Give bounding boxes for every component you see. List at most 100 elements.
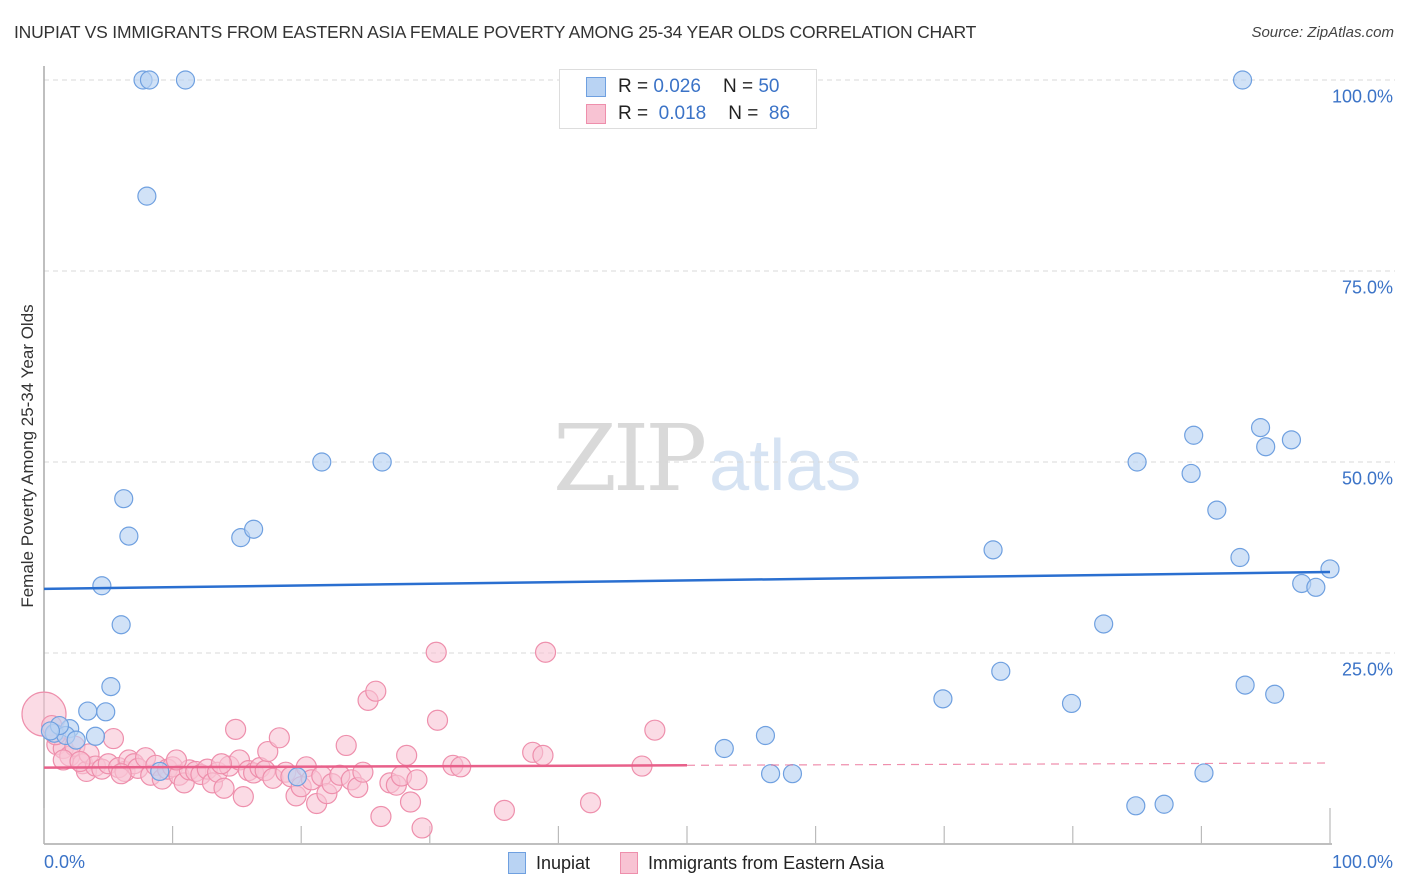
- inupiat-point: [1126, 796, 1146, 816]
- legend-row-inupiat: R = 0.026 N = 50: [586, 76, 779, 98]
- inupiat-point: [175, 70, 196, 90]
- inupiat-swatch: [508, 852, 526, 874]
- inupiat-point: [1306, 577, 1326, 597]
- immigrants-point: [268, 727, 290, 749]
- inupiat-points: [40, 70, 1340, 816]
- immigrants-point: [210, 753, 233, 775]
- immigrants-point: [399, 791, 422, 813]
- y-tick-100: 100.0%: [1331, 86, 1393, 107]
- immigrants-point: [579, 792, 602, 814]
- inupiat-point: [1181, 463, 1201, 484]
- immigrants-point: [257, 740, 279, 763]
- immigrants-swatch: [586, 104, 606, 124]
- immigrants-point: [102, 727, 125, 750]
- inupiat-point: [991, 661, 1011, 681]
- immigrants-points: [21, 641, 666, 839]
- immigrants-point: [426, 709, 449, 731]
- legend-label: Immigrants from Eastern Asia: [648, 852, 885, 873]
- legend-item-immigrants[interactable]: Immigrants from Eastern Asia: [620, 852, 884, 874]
- inupiat-point: [312, 452, 332, 472]
- inupiat-point: [1256, 437, 1276, 457]
- chart-title: INUPIAT VS IMMIGRANTS FROM EASTERN ASIA …: [14, 22, 977, 42]
- immigrants-point: [534, 641, 557, 663]
- r-value: 0.018: [658, 103, 707, 124]
- inupiat-point: [78, 701, 98, 721]
- immigrants-point: [213, 777, 235, 799]
- inupiat-point: [150, 761, 170, 782]
- immigrants-point: [396, 744, 418, 766]
- immigrants-swatch: [620, 852, 639, 874]
- x-tick-0: 0.0%: [44, 852, 86, 872]
- inupiat-point: [287, 767, 307, 787]
- inupiat-point: [85, 726, 106, 746]
- inupiat-point: [933, 689, 953, 709]
- inupiat-point: [137, 186, 157, 206]
- inupiat-point: [1061, 693, 1082, 714]
- n-label: N =: [728, 103, 759, 124]
- y-tick-75: 75.0%: [1341, 277, 1393, 298]
- inupiat-trend-line: [43, 570, 1331, 591]
- inupiat-point: [983, 540, 1003, 560]
- inupiat-point: [760, 764, 781, 784]
- watermark-zip: ZIP: [553, 405, 707, 512]
- series-legend: Inupiat Immigrants from Eastern Asia: [508, 852, 914, 874]
- inupiat-point: [1154, 794, 1174, 814]
- inupiat-point: [1281, 430, 1302, 450]
- inupiat-point: [1184, 425, 1204, 445]
- inupiat-point: [1207, 500, 1227, 520]
- inupiat-point: [1235, 675, 1255, 695]
- y-tick-50: 50.0%: [1341, 468, 1393, 489]
- immigrants-point: [532, 744, 554, 766]
- r-label: R =: [618, 103, 649, 124]
- y-axis-label: Female Poverty Among 25-34 Year Olds: [18, 304, 37, 608]
- immigrants-point: [232, 786, 254, 808]
- inupiat-point: [1250, 418, 1271, 438]
- n-value: 50: [758, 76, 780, 97]
- immigrants-point: [425, 641, 447, 663]
- immigrants-point: [411, 817, 433, 839]
- inupiat-point: [114, 489, 134, 509]
- immigrants-point: [644, 719, 666, 741]
- legend-item-inupiat[interactable]: Inupiat: [508, 852, 590, 874]
- inupiat-point: [96, 702, 116, 722]
- inupiat-point: [1232, 70, 1253, 90]
- watermark-atlas: atlas: [709, 426, 862, 506]
- inupiat-swatch: [586, 77, 606, 97]
- immigrants-point: [493, 799, 515, 821]
- trend-lines: [43, 570, 1331, 769]
- immigrants-point: [352, 761, 374, 783]
- inupiat-point: [40, 721, 61, 741]
- r-value: 0.026: [653, 76, 701, 97]
- immigrants-point: [370, 805, 392, 828]
- r-label: R =: [618, 76, 649, 97]
- immigrants-trend-extension: [686, 762, 1331, 766]
- immigrants-point: [365, 680, 387, 702]
- inupiat-point: [1194, 763, 1214, 783]
- inupiat-point: [101, 677, 121, 697]
- inupiat-point: [1265, 684, 1285, 704]
- immigrants-point: [165, 749, 188, 771]
- zipatlas-watermark: ZIPatlas: [553, 405, 861, 512]
- inupiat-point: [782, 764, 803, 784]
- inupiat-point: [92, 576, 112, 596]
- inupiat-point: [1127, 452, 1147, 472]
- y-tick-25: 25.0%: [1341, 659, 1393, 680]
- immigrants-point: [406, 769, 428, 791]
- inupiat-point: [139, 70, 160, 90]
- inupiat-point: [111, 615, 131, 635]
- inupiat-point: [372, 452, 392, 472]
- inupiat-point: [66, 730, 86, 750]
- n-value: 86: [768, 103, 791, 124]
- x-tick-100: 100.0%: [1331, 852, 1393, 872]
- inupiat-point: [1094, 614, 1114, 634]
- gridlines: [44, 79, 1395, 654]
- n-label: N =: [722, 76, 754, 97]
- legend-row-immigrants: R = 0.018 N = 86: [586, 103, 790, 125]
- source-credit: Source: ZipAtlas.com: [1251, 24, 1394, 41]
- immigrants-point: [110, 763, 132, 785]
- inupiat-point: [714, 738, 734, 759]
- inupiat-point: [244, 519, 264, 539]
- legend-label: Inupiat: [536, 852, 591, 873]
- correlation-legend: R = 0.026 N = 50 R = 0.018 N = 86: [559, 69, 817, 129]
